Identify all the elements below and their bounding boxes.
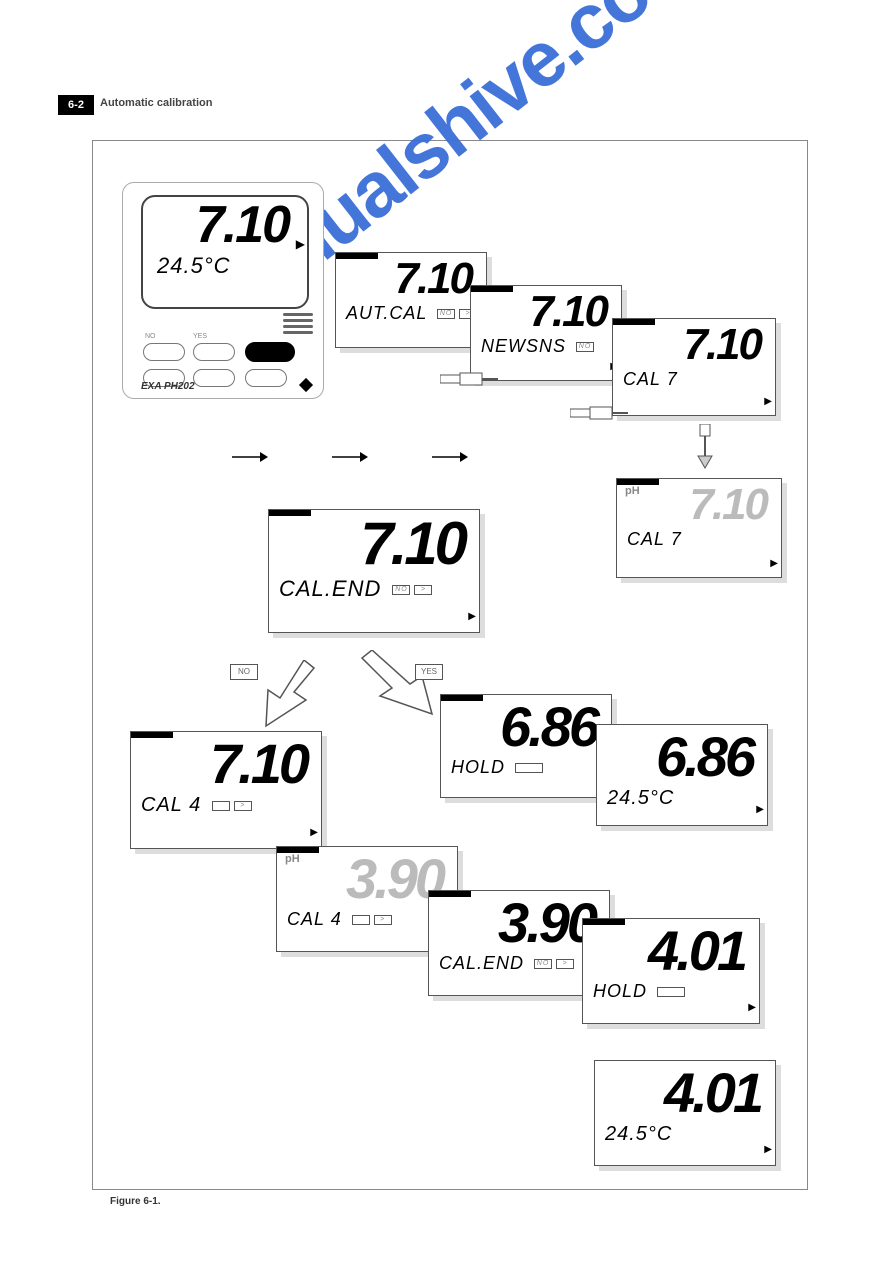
device-hinge	[283, 313, 313, 337]
lcd-cal7-b: pH 7.10 CAL 7 ▶	[616, 478, 782, 578]
lcd-hold1: 6.86 HOLD ▶	[440, 694, 612, 798]
sensor-jack-icon-1	[440, 370, 500, 388]
device-btn-yes-label: YES	[193, 333, 207, 340]
page-root: 6-2 Automatic calibration manualshive.co…	[0, 0, 893, 1263]
page-header: Automatic calibration	[100, 97, 212, 109]
lcd-meas1-big: 6.86	[597, 725, 767, 785]
device-big: 7.10	[143, 197, 307, 251]
device-btn-mode[interactable]	[245, 342, 295, 362]
lcd-hold2-sub: HOLD	[583, 979, 759, 1002]
arrow-down-1	[690, 424, 720, 470]
ph-label: pH	[625, 485, 640, 497]
lcd-autcal: 7.10 AUT.CAL NO>	[335, 252, 487, 348]
lcd-meas1: 6.86 24.5°C ▶	[596, 724, 768, 826]
device-btn-yes[interactable]	[193, 343, 235, 361]
lcd-cal4-a-big: 7.10	[131, 732, 321, 792]
lcd-newsns: 7.10 NEWSNS NO ▶	[470, 285, 622, 381]
lcd-meas2-big: 4.01	[595, 1061, 775, 1121]
lcd-hold2: 4.01 HOLD ▶	[582, 918, 760, 1024]
lcd-calend1-sub: CAL.END NO>	[269, 574, 479, 602]
lcd-newsns-big: 7.10	[471, 286, 621, 334]
lcd-meas1-sub: 24.5°C	[597, 785, 767, 810]
sensor-jack-icon-2	[570, 404, 630, 422]
arrow-r1	[230, 450, 270, 464]
keybox-yes: YES	[415, 664, 443, 680]
arrow-r2	[330, 450, 370, 464]
figure-label: Figure 6-1.	[110, 1196, 161, 1207]
lcd-meas2: 4.01 24.5°C ▶	[594, 1060, 776, 1166]
device-btn-ent[interactable]	[245, 369, 287, 387]
device-btn-no-label: NO	[145, 333, 156, 340]
page-number: 6-2	[58, 95, 94, 115]
device-screen: 7.10 24.5°C ▶	[141, 195, 309, 309]
lcd-meas2-sub: 24.5°C	[595, 1121, 775, 1146]
lcd-cal7-a: 7.10 CAL 7 ▶	[612, 318, 776, 416]
lcd-hold1-big: 6.86	[441, 695, 611, 755]
lcd-cal7-b-sub: CAL 7	[617, 527, 781, 550]
device-btn-no[interactable]	[143, 343, 185, 361]
lcd-newsns-sub: NEWSNS NO	[471, 334, 621, 357]
lcd-autcal-sub: AUT.CAL NO>	[336, 301, 486, 324]
big-arrow-right	[352, 650, 452, 720]
lcd-hold2-big: 4.01	[583, 919, 759, 979]
lcd-calend1: 7.10 CAL.END NO> ▶	[268, 509, 480, 633]
ph-label-2: pH	[285, 853, 300, 865]
lcd-calend1-big: 7.10	[269, 510, 479, 574]
lcd-cal4-a-sub: CAL 4 >	[131, 792, 321, 817]
device-footer: EXA PH202	[141, 381, 195, 392]
device-small: 24.5°C	[143, 253, 307, 279]
device: 7.10 24.5°C ▶ NO YES EXA PH202	[122, 182, 324, 399]
arrow-r3	[430, 450, 470, 464]
lcd-cal7-b-big: 7.10	[617, 479, 781, 527]
lcd-autcal-big: 7.10	[336, 253, 486, 301]
device-diamond-icon	[299, 378, 313, 392]
device-btn-up[interactable]	[193, 369, 235, 387]
device-tick-icon: ▶	[296, 237, 305, 251]
lcd-hold1-sub: HOLD	[441, 755, 611, 778]
lcd-cal7-a-sub: CAL 7	[613, 367, 775, 390]
lcd-cal4-a: 7.10 CAL 4 > ▶	[130, 731, 322, 849]
lcd-cal7-a-big: 7.10	[613, 319, 775, 367]
keybox-no: NO	[230, 664, 258, 680]
